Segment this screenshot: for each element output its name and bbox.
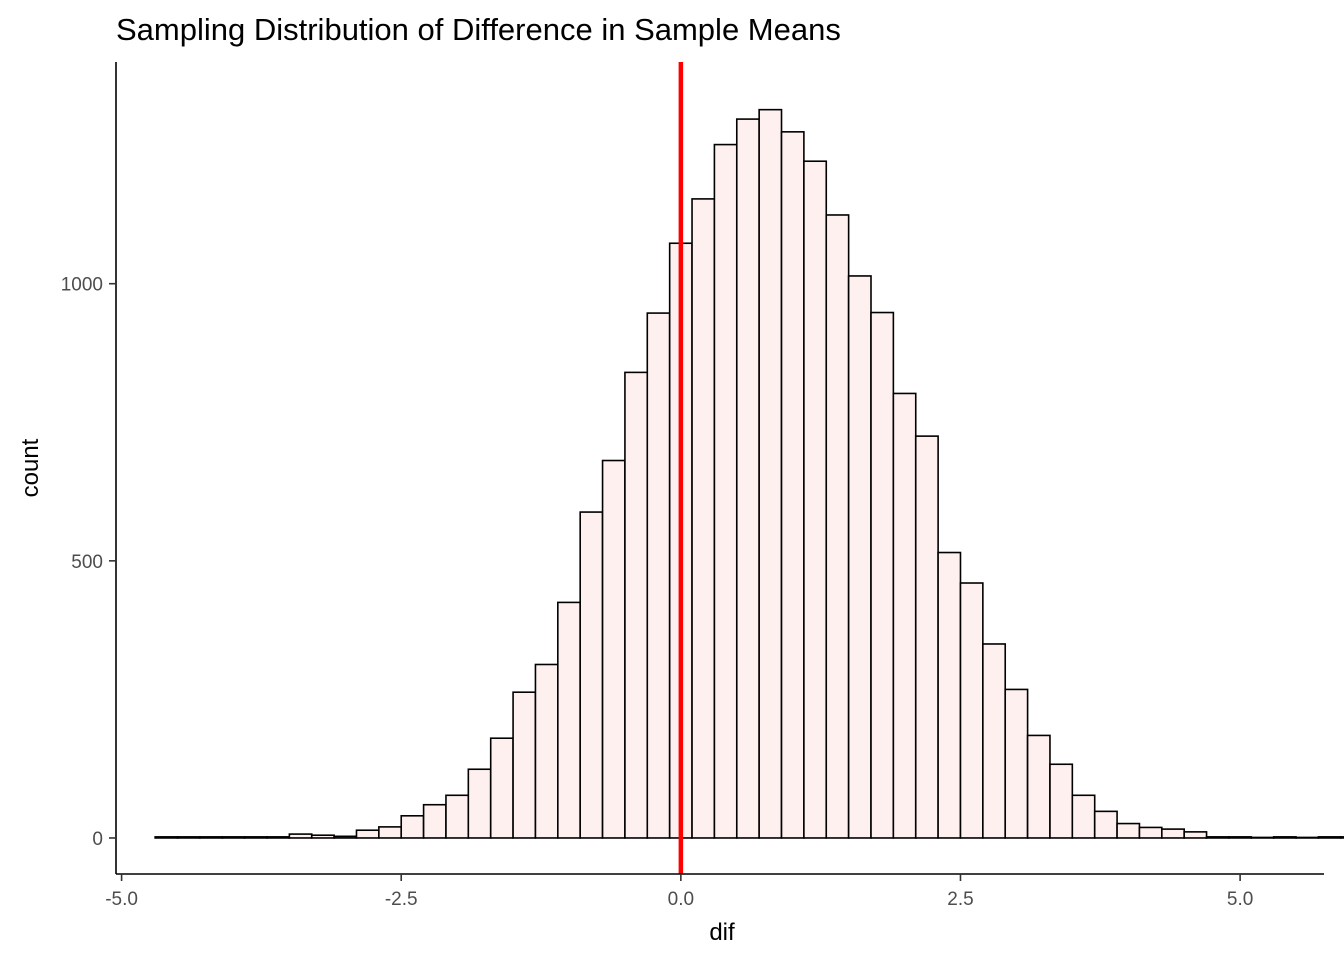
- x-tick-label: 2.5: [947, 889, 973, 910]
- histogram-bar: [1004, 688, 1029, 839]
- histogram-bar: [1026, 734, 1051, 839]
- histogram-bar: [1250, 836, 1275, 839]
- histogram-bar: [557, 601, 581, 839]
- histogram-bar: [803, 160, 828, 839]
- x-tick-label: 5.0: [1227, 889, 1253, 910]
- histogram-bar: [422, 803, 447, 839]
- histogram-bar: [892, 392, 917, 839]
- histogram-bar: [467, 768, 492, 839]
- histogram-bar: [1161, 828, 1185, 839]
- chart-title: Sampling Distribution of Difference in S…: [116, 12, 841, 47]
- x-tick-label: -2.5: [385, 889, 418, 910]
- histogram-bar: [914, 435, 939, 839]
- y-tick-label: 0: [92, 829, 103, 850]
- histogram-bar: [489, 737, 514, 839]
- histogram-bar: [847, 275, 872, 839]
- histogram-bar: [1295, 836, 1320, 839]
- histogram-bar: [266, 836, 291, 839]
- histogram-bar: [355, 829, 380, 839]
- histogram-bar: [445, 794, 470, 839]
- histogram-bar: [735, 118, 760, 839]
- histogram-bar: [937, 551, 962, 839]
- histogram-bar: [780, 131, 805, 839]
- histogram-bar: [1183, 831, 1208, 839]
- histogram-bar: [176, 836, 201, 839]
- histogram-bar: [758, 108, 783, 839]
- histogram-bar: [199, 836, 224, 839]
- y-axis-title: count: [17, 438, 44, 497]
- histogram-bar: [579, 511, 604, 839]
- histogram-bar: [1049, 763, 1074, 839]
- histogram-bar: [512, 691, 537, 839]
- histogram-bar: [288, 833, 313, 839]
- histogram-bar: [691, 198, 716, 839]
- histogram-bar: [1116, 822, 1141, 839]
- histogram-bar: [959, 582, 984, 839]
- histogram-bar: [870, 311, 895, 839]
- y-tick-label: 500: [71, 552, 103, 573]
- histogram-bar: [310, 834, 335, 839]
- histogram-bar: [333, 835, 358, 839]
- histogram-bar: [624, 371, 649, 839]
- histogram-bar: [400, 815, 425, 839]
- histogram-bar: [601, 459, 626, 839]
- histogram-bar: [534, 663, 559, 839]
- histogram-bar: [221, 836, 246, 839]
- x-axis-ticks: -5.0 -2.5 0.0 2.5 5.0: [105, 874, 1253, 910]
- histogram-bar: [378, 826, 403, 839]
- histogram-bar: [243, 836, 268, 839]
- histogram-bar: [1093, 810, 1118, 839]
- histogram-bar: [982, 643, 1007, 839]
- y-tick-label: 1000: [61, 275, 103, 296]
- histogram-bar: [1317, 836, 1342, 839]
- y-axis-ticks: 0 500 1000: [61, 275, 116, 850]
- histogram-bar: [646, 312, 671, 839]
- histogram-bar: [825, 214, 850, 839]
- histogram-bar: [154, 836, 179, 839]
- histogram-bar: [1339, 836, 1344, 839]
- histogram-bar: [713, 143, 738, 839]
- histogram-bar: [1071, 794, 1096, 839]
- histogram-bar: [1138, 826, 1163, 839]
- histogram-bar: [1228, 836, 1253, 839]
- x-tick-label: 0.0: [668, 889, 694, 910]
- histogram-bar: [1205, 836, 1230, 839]
- x-tick-label: -5.0: [105, 889, 138, 910]
- bars-group: [154, 108, 1344, 839]
- histogram-bar: [1272, 836, 1297, 839]
- x-axis-title: dif: [709, 919, 735, 946]
